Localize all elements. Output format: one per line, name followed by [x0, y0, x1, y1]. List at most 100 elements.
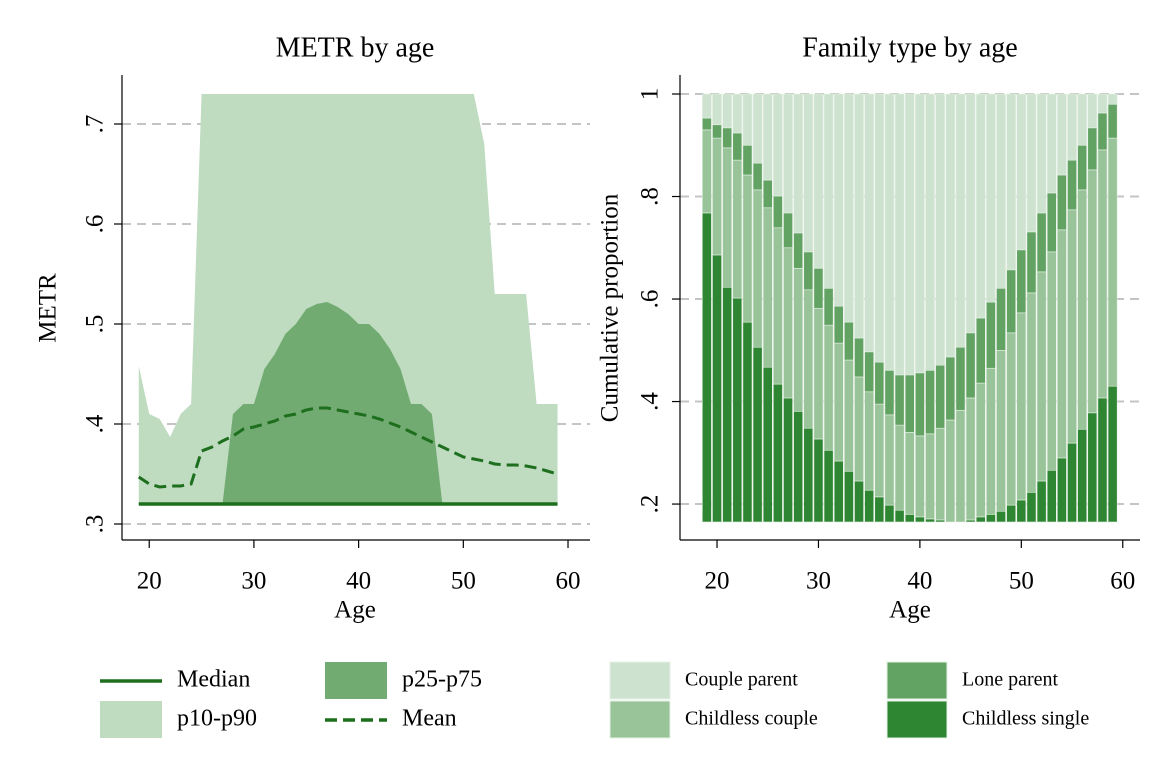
x-tick-label: 30	[241, 568, 266, 595]
bar-segment	[833, 342, 844, 462]
chart-title: METR by age	[276, 32, 435, 63]
bar-segment	[1026, 292, 1037, 493]
legend-swatch	[325, 662, 387, 699]
bar-segment	[904, 374, 915, 433]
bar-segment	[975, 93, 986, 319]
bar-segment	[1036, 271, 1047, 482]
x-axis-title: Age	[889, 597, 931, 624]
chart-title: Family type by age	[802, 32, 1017, 63]
bar-segment	[975, 382, 986, 518]
bar-segment	[935, 364, 946, 429]
bar-segment	[884, 369, 895, 416]
bar-segment	[752, 162, 763, 191]
bar-segment	[773, 195, 783, 229]
bar-segment	[864, 93, 875, 353]
bar-segment	[813, 93, 824, 269]
legend-label: p10-p90	[177, 706, 257, 732]
bar-segment	[1107, 103, 1118, 139]
legend-label: Lone parent	[962, 669, 1059, 691]
bar-segment	[803, 289, 814, 429]
y-tick-label: .4	[82, 414, 109, 433]
bar-segment	[833, 460, 844, 523]
bar-segment	[844, 470, 854, 523]
bar-segment	[965, 332, 976, 399]
bar-segment	[925, 369, 935, 435]
band-area	[138, 94, 558, 504]
x-tick-label: 60	[556, 568, 581, 595]
bar-segment	[1077, 428, 1088, 523]
bar-segment	[1097, 93, 1108, 114]
bar-segment	[1067, 159, 1077, 211]
bar-segment	[945, 419, 956, 523]
bar-segment	[1026, 231, 1037, 294]
bar-segment	[793, 410, 804, 523]
bar-segment	[986, 367, 996, 515]
bar-segment	[1057, 174, 1067, 231]
bar-segment	[752, 189, 763, 348]
y-axis-title: METR	[35, 273, 62, 343]
legend-label: p25-p75	[402, 667, 482, 693]
series-line	[137, 406, 558, 489]
bar-segment	[732, 93, 743, 134]
legend-swatch	[886, 700, 948, 739]
bar-segment	[732, 132, 743, 161]
bar-segment	[1016, 499, 1027, 523]
x-axis-title: Age	[334, 597, 376, 624]
bar-segment	[925, 518, 935, 523]
bar-segment	[894, 93, 905, 376]
bar-segment	[1006, 504, 1017, 523]
bar-segment	[823, 93, 834, 289]
bar-segment	[854, 480, 864, 523]
bar-segment	[996, 510, 1006, 523]
bar-segment	[904, 431, 915, 515]
bar-segment	[1067, 209, 1077, 444]
bar-segment	[833, 93, 844, 307]
bar-segment	[844, 321, 854, 361]
bar-segment	[1046, 251, 1057, 471]
y-tick-label: .3	[82, 515, 109, 534]
bar-segment	[702, 93, 712, 119]
bar-segment	[996, 93, 1006, 289]
bar-segment	[1006, 93, 1017, 271]
bar-segment	[1026, 491, 1037, 523]
bar-segment	[803, 251, 814, 291]
bar-segment	[813, 307, 824, 440]
bar-segment	[712, 93, 722, 126]
bar-segment	[986, 93, 996, 303]
bar-segment	[1046, 93, 1057, 194]
bar-segment	[915, 516, 925, 523]
bar-segment	[975, 516, 986, 523]
bar-segment	[732, 297, 743, 523]
bar-segment	[894, 509, 905, 523]
bar-segment	[904, 514, 915, 523]
bar-segment	[752, 346, 763, 523]
bar-segment	[762, 366, 773, 523]
bar-segment	[925, 433, 935, 520]
bar-segment	[864, 489, 875, 523]
legend-swatch	[609, 700, 671, 739]
bar-segment	[1006, 269, 1017, 334]
bar-segment	[742, 144, 753, 176]
bar-segment	[894, 424, 905, 511]
bar-segment	[894, 374, 905, 426]
bar-segment	[803, 427, 814, 523]
y-tick-label: .6	[82, 215, 109, 234]
bar-segment	[925, 93, 935, 371]
bar-segment	[1087, 412, 1098, 523]
bar-segment	[1107, 137, 1118, 387]
bar-segment	[1046, 469, 1057, 523]
bar-segment	[844, 359, 854, 472]
y-tick-label: .5	[82, 315, 109, 334]
bar-segment	[1016, 93, 1027, 251]
legend-label: Median	[177, 667, 250, 693]
bar-segment	[732, 159, 743, 299]
legend-label: Childless couple	[685, 708, 818, 730]
x-tick-label: 30	[806, 568, 831, 595]
bar-segment	[712, 137, 722, 256]
bar-segment	[1067, 93, 1077, 161]
bar-segment	[935, 519, 946, 523]
bar-segment	[722, 127, 733, 149]
bar-segment	[1036, 93, 1047, 214]
bar-segment	[742, 174, 753, 323]
bar-segment	[1057, 457, 1067, 523]
